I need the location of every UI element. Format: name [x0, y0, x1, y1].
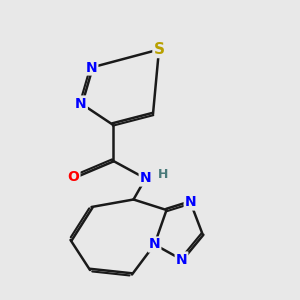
- Text: O: O: [68, 170, 80, 184]
- Text: N: N: [75, 97, 87, 110]
- Text: N: N: [176, 253, 187, 266]
- Text: N: N: [86, 61, 97, 74]
- Text: N: N: [149, 238, 160, 251]
- Text: N: N: [185, 196, 196, 209]
- Text: N: N: [140, 172, 151, 185]
- Text: H: H: [158, 167, 169, 181]
- Text: S: S: [154, 42, 164, 57]
